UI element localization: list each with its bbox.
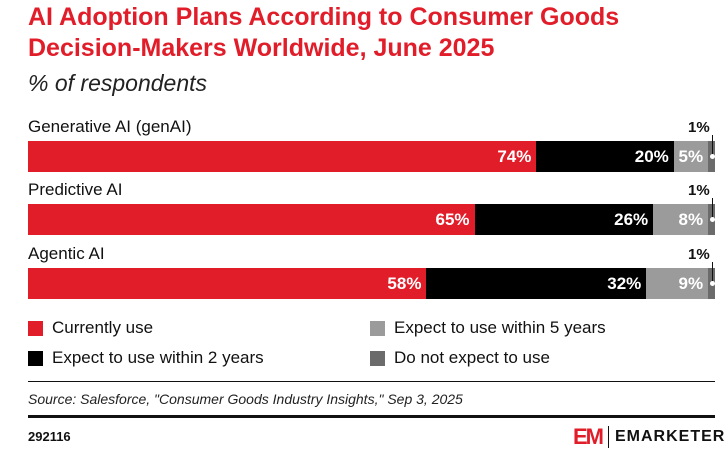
stacked-bar: 74% 20% 5% [28, 141, 715, 172]
small-value-label: 1% [688, 119, 710, 136]
legend-swatch [28, 320, 43, 336]
emarketer-logo: EM EMARKETER [573, 424, 725, 450]
bar-segment: 20% [536, 141, 674, 172]
data-label: 9% [678, 273, 704, 293]
stacked-bar: 58% 32% 9% [28, 268, 715, 299]
legend-swatch [370, 350, 385, 366]
divider [28, 381, 715, 382]
legend-label: Expect to use within 5 years [394, 318, 606, 337]
legend-label: Expect to use within 2 years [52, 348, 264, 367]
data-label: 8% [678, 209, 704, 229]
data-label: 32% [607, 273, 642, 293]
legend-item: Expect to use within 2 years [28, 348, 264, 368]
small-value-label: 1% [688, 246, 710, 263]
leader-line [712, 135, 713, 157]
legend-label: Do not expect to use [394, 348, 550, 367]
category-label: Agentic AI [28, 244, 105, 263]
chart-title: AI Adoption Plans According to Consumer … [28, 3, 620, 62]
bar-segment: 32% [426, 268, 647, 299]
data-label: 5% [678, 146, 704, 166]
small-value-label: 1% [688, 182, 710, 199]
leader-line [712, 262, 713, 284]
leader-line [712, 198, 713, 220]
data-label: 74% [497, 146, 532, 166]
bar-segment: 65% [28, 204, 475, 235]
legend-label: Currently use [52, 318, 154, 337]
category-label: Generative AI (genAI) [28, 117, 192, 136]
leader-dot [710, 217, 715, 222]
legend-item: Expect to use within 5 years [370, 318, 606, 338]
data-label: 58% [387, 273, 422, 293]
logo-name: EMARKETER [615, 428, 726, 445]
bar-segment: 5% [673, 141, 709, 172]
logo-separator [608, 426, 609, 448]
stacked-bar: 65% 26% 8% [28, 204, 715, 235]
source-note: Source: Salesforce, "Consumer Goods Indu… [28, 391, 463, 407]
leader-dot [710, 154, 715, 159]
chart-id: 292116 [28, 429, 71, 444]
footer-divider [28, 415, 715, 418]
legend-swatch [370, 320, 385, 336]
chart-subtitle: % of respondents [28, 70, 208, 96]
data-label: 20% [634, 146, 669, 166]
legend-swatch [28, 350, 43, 366]
bar-segment: 74% [28, 141, 537, 172]
leader-dot [710, 281, 715, 286]
legend-item: Do not expect to use [370, 348, 550, 368]
data-label: 65% [435, 209, 470, 229]
bar-segment: 58% [28, 268, 427, 299]
bar-segment: 8% [653, 204, 709, 235]
bar-segment: 9% [646, 268, 709, 299]
category-label: Predictive AI [28, 180, 123, 199]
data-label: 26% [614, 209, 649, 229]
bar-segment: 26% [474, 204, 654, 235]
legend-item: Currently use [28, 318, 153, 338]
logo-mark: EM [573, 424, 604, 449]
